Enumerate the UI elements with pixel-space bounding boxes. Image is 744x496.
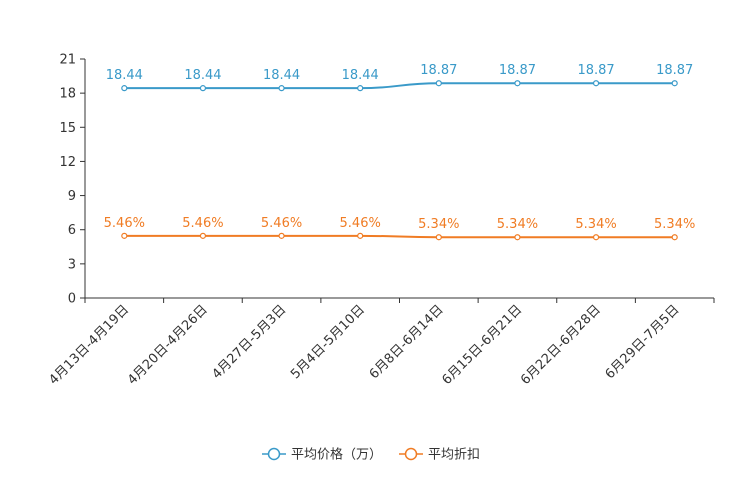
legend-marker (267, 447, 281, 461)
x-tick-label: 6月22日-6月28日 (518, 302, 604, 388)
data-label: 5.34% (575, 217, 616, 232)
data-label: 18.44 (342, 68, 379, 83)
data-labels: 18.44 18.44 18.44 18.44 18.87 18.87 18.87 18.87… (104, 63, 696, 232)
data-label: 5.46% (104, 216, 145, 231)
data-point (199, 232, 207, 239)
series-line-1 (124, 82, 675, 90)
x-tick-label: 6月29日-7月5日 (603, 302, 683, 382)
data-label: 18.87 (577, 63, 614, 78)
legend-label: 平均价格（万） (291, 447, 382, 463)
data-point (592, 80, 600, 87)
data-label: 18.44 (263, 68, 300, 83)
data-point (435, 80, 442, 87)
data-label: 5.46% (261, 216, 302, 231)
data-point (278, 232, 285, 239)
data-point (121, 85, 128, 92)
data-label: 5.34% (418, 217, 459, 232)
y-tick-label: 6 (68, 223, 76, 238)
y-tick-label: 15 (59, 121, 76, 136)
data-label: 5.46% (340, 216, 381, 231)
y-tick-label: 3 (68, 257, 76, 272)
legend-item-2: 平均折扣 (399, 448, 480, 463)
data-label: 18.87 (499, 63, 536, 78)
y-tick-label: 18 (59, 87, 76, 102)
data-label: 5.46% (182, 216, 223, 231)
data-label: 18.44 (184, 68, 221, 83)
x-tick-label: 4月27日-5月3日 (209, 302, 289, 382)
legend-marker (404, 447, 418, 461)
y-tick-label: 12 (59, 155, 76, 170)
data-label: 18.44 (106, 68, 143, 83)
x-tick-label: 6月15日-6月21日 (439, 302, 525, 388)
data-point (121, 232, 128, 239)
x-tick-label: 4月13日-4月19日 (46, 302, 132, 388)
legend: 平均价格（万） 平均折扣 (262, 447, 480, 463)
data-point (357, 232, 364, 239)
x-tick-label: 5月4日-5月10日 (288, 302, 368, 382)
legend-item-1: 平均价格（万） (262, 447, 382, 463)
data-label: 5.34% (654, 217, 695, 232)
series-layer (121, 80, 678, 241)
x-tick-label: 4月20日-4月26日 (125, 302, 211, 388)
data-point (357, 85, 364, 92)
legend-label: 平均折扣 (428, 448, 480, 463)
data-point (435, 234, 442, 241)
data-point (514, 234, 521, 241)
data-label: 5.34% (497, 217, 538, 232)
y-tick-label: 0 (68, 292, 76, 307)
data-point (278, 85, 285, 92)
x-tick-label: 6月8日-6月14日 (367, 302, 447, 382)
series-line-2 (124, 234, 675, 239)
data-label: 18.87 (420, 63, 457, 78)
data-point (671, 80, 678, 87)
y-tick-label: 21 (59, 53, 76, 68)
data-point (199, 85, 207, 92)
data-point (514, 80, 521, 87)
data-point (592, 234, 600, 241)
data-label: 18.87 (656, 63, 693, 78)
data-point (671, 234, 678, 241)
y-tick-label: 9 (68, 189, 76, 204)
